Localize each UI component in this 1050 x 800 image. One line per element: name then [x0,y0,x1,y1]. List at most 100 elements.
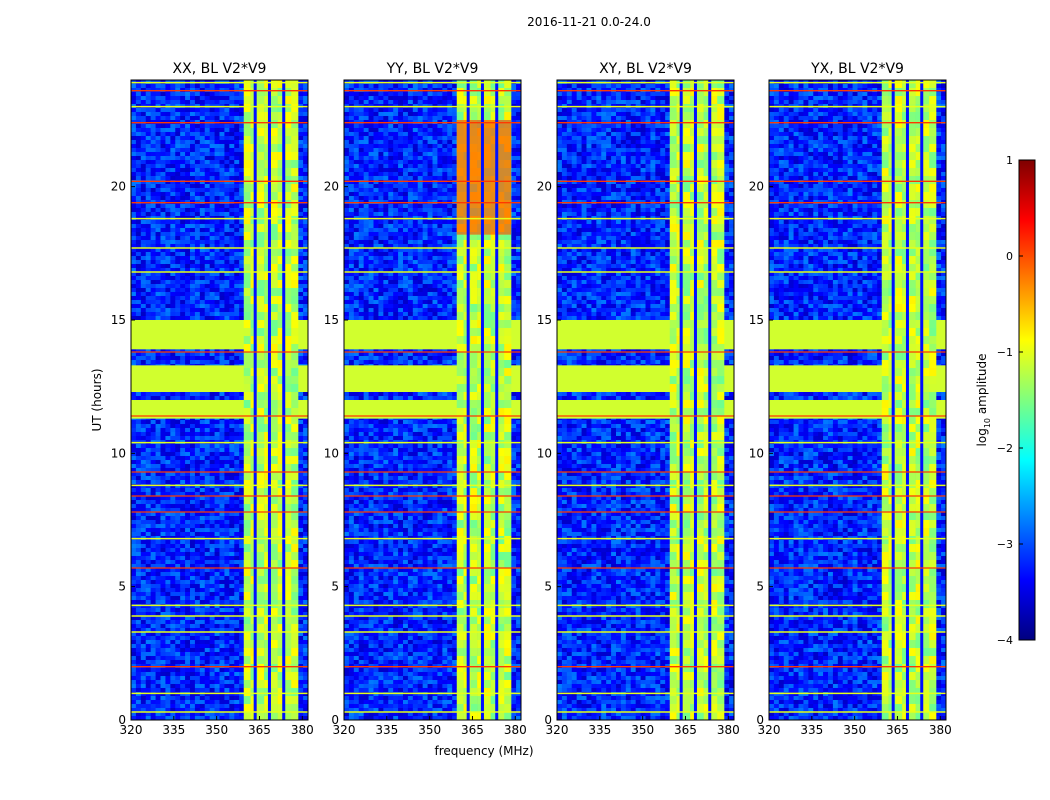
heatmap-cell [135,224,142,229]
heatmap-cell [170,496,176,501]
heatmap-cell [219,588,225,593]
heatmap-cell [229,496,235,501]
heatmap-cell [190,448,196,453]
heatmap-cell [180,508,186,513]
heatmap-cell [298,248,304,253]
figure-suptitle: 2016-11-21 0.0-24.0 [527,15,651,29]
heatmap-cell [239,472,245,477]
heatmap-cell [135,436,142,441]
heatmap-cell [190,172,196,177]
heatmap-cell [194,436,201,441]
heatmap-cell [165,496,171,501]
heatmap-cell [150,492,156,497]
heatmap-cell [140,248,147,253]
heatmap-cell [224,296,230,301]
heatmap-cell [224,432,230,437]
heatmap-cell [160,504,166,509]
heatmap-cell [180,280,186,285]
heatmap-cell [298,356,304,361]
heatmap-cell [170,488,176,493]
heatmap-cell [155,140,161,145]
heatmap-cell [234,488,240,493]
heatmap-cell [135,148,142,153]
heatmap-cell [155,288,161,293]
heatmap-cell [224,452,230,457]
heatmap-cell [303,236,309,241]
heatmap-cell [140,492,147,497]
heatmap-cell [135,468,142,473]
heatmap-cell [175,212,181,217]
heatmap-cell [160,596,166,601]
heatmap-cell [229,540,235,545]
heatmap-cell [155,352,161,357]
heatmap-cell [224,556,230,561]
heatmap-cell [298,620,304,625]
heatmap-cell [194,532,201,537]
heatmap-cell [229,632,235,637]
heatmap-cell [135,312,142,317]
heatmap-cell [224,532,230,537]
heatmap-cell [180,480,186,485]
heatmap-cell [140,140,147,145]
heatmap-cell [165,268,171,273]
heatmap-cell [131,220,137,225]
heatmap-cell [199,84,206,89]
heatmap-cell [140,192,147,197]
heatmap-cell [199,608,206,613]
heatmap-cell [131,256,137,261]
heatmap-cell [209,224,215,229]
heatmap-cell [209,520,215,525]
heatmap-cell [155,604,161,609]
heatmap-cell [175,108,181,113]
heatmap-cell [165,136,171,141]
heatmap-cell [199,568,206,573]
heatmap-cell [224,436,230,441]
heatmap-cell [145,140,151,145]
heatmap-cell [170,548,176,553]
heatmap-cell [209,172,215,177]
heatmap-cell [209,268,215,273]
heatmap-cell [170,280,176,285]
heatmap-cell [229,520,235,525]
heatmap-cell [155,260,161,265]
heatmap-cell [170,204,176,209]
heatmap-cell [229,556,235,561]
heatmap-cell [160,604,166,609]
heatmap-cell [219,452,225,457]
heatmap-cell [219,456,225,461]
heatmap-cell [160,608,166,613]
heatmap-cell [194,584,201,589]
heatmap-cell [175,240,181,245]
heatmap-cell [165,460,171,465]
heatmap-cell [239,444,245,449]
heatmap-cell [298,140,304,145]
heatmap-cell [135,264,142,269]
heatmap-cell [298,196,304,201]
heatmap-cell [175,560,181,565]
heatmap-cell [298,272,304,277]
heatmap-cell [175,144,181,149]
heatmap-cell [165,176,171,181]
heatmap-cell [194,568,201,573]
heatmap-cell [298,436,304,441]
heatmap-cell [140,296,147,301]
heatmap-cell [303,552,309,557]
heatmap-cell [170,524,176,529]
heatmap-cell [185,300,191,305]
heatmap-cell [219,528,225,533]
heatmap-cell [155,476,161,481]
heatmap-cell [303,540,309,545]
heatmap-cell [170,484,176,489]
heatmap-cell [160,492,166,497]
heatmap-cell [214,144,220,149]
heatmap-cell [140,228,147,233]
heatmap-cell [131,180,137,185]
heatmap-cell [185,184,191,189]
heatmap-cell [140,548,147,553]
heatmap-cell [234,580,240,585]
heatmap-cell [219,272,225,277]
heatmap-cell [150,180,156,185]
heatmap-cell [234,264,240,269]
heatmap-cell [135,212,142,217]
heatmap-cell [239,296,245,301]
